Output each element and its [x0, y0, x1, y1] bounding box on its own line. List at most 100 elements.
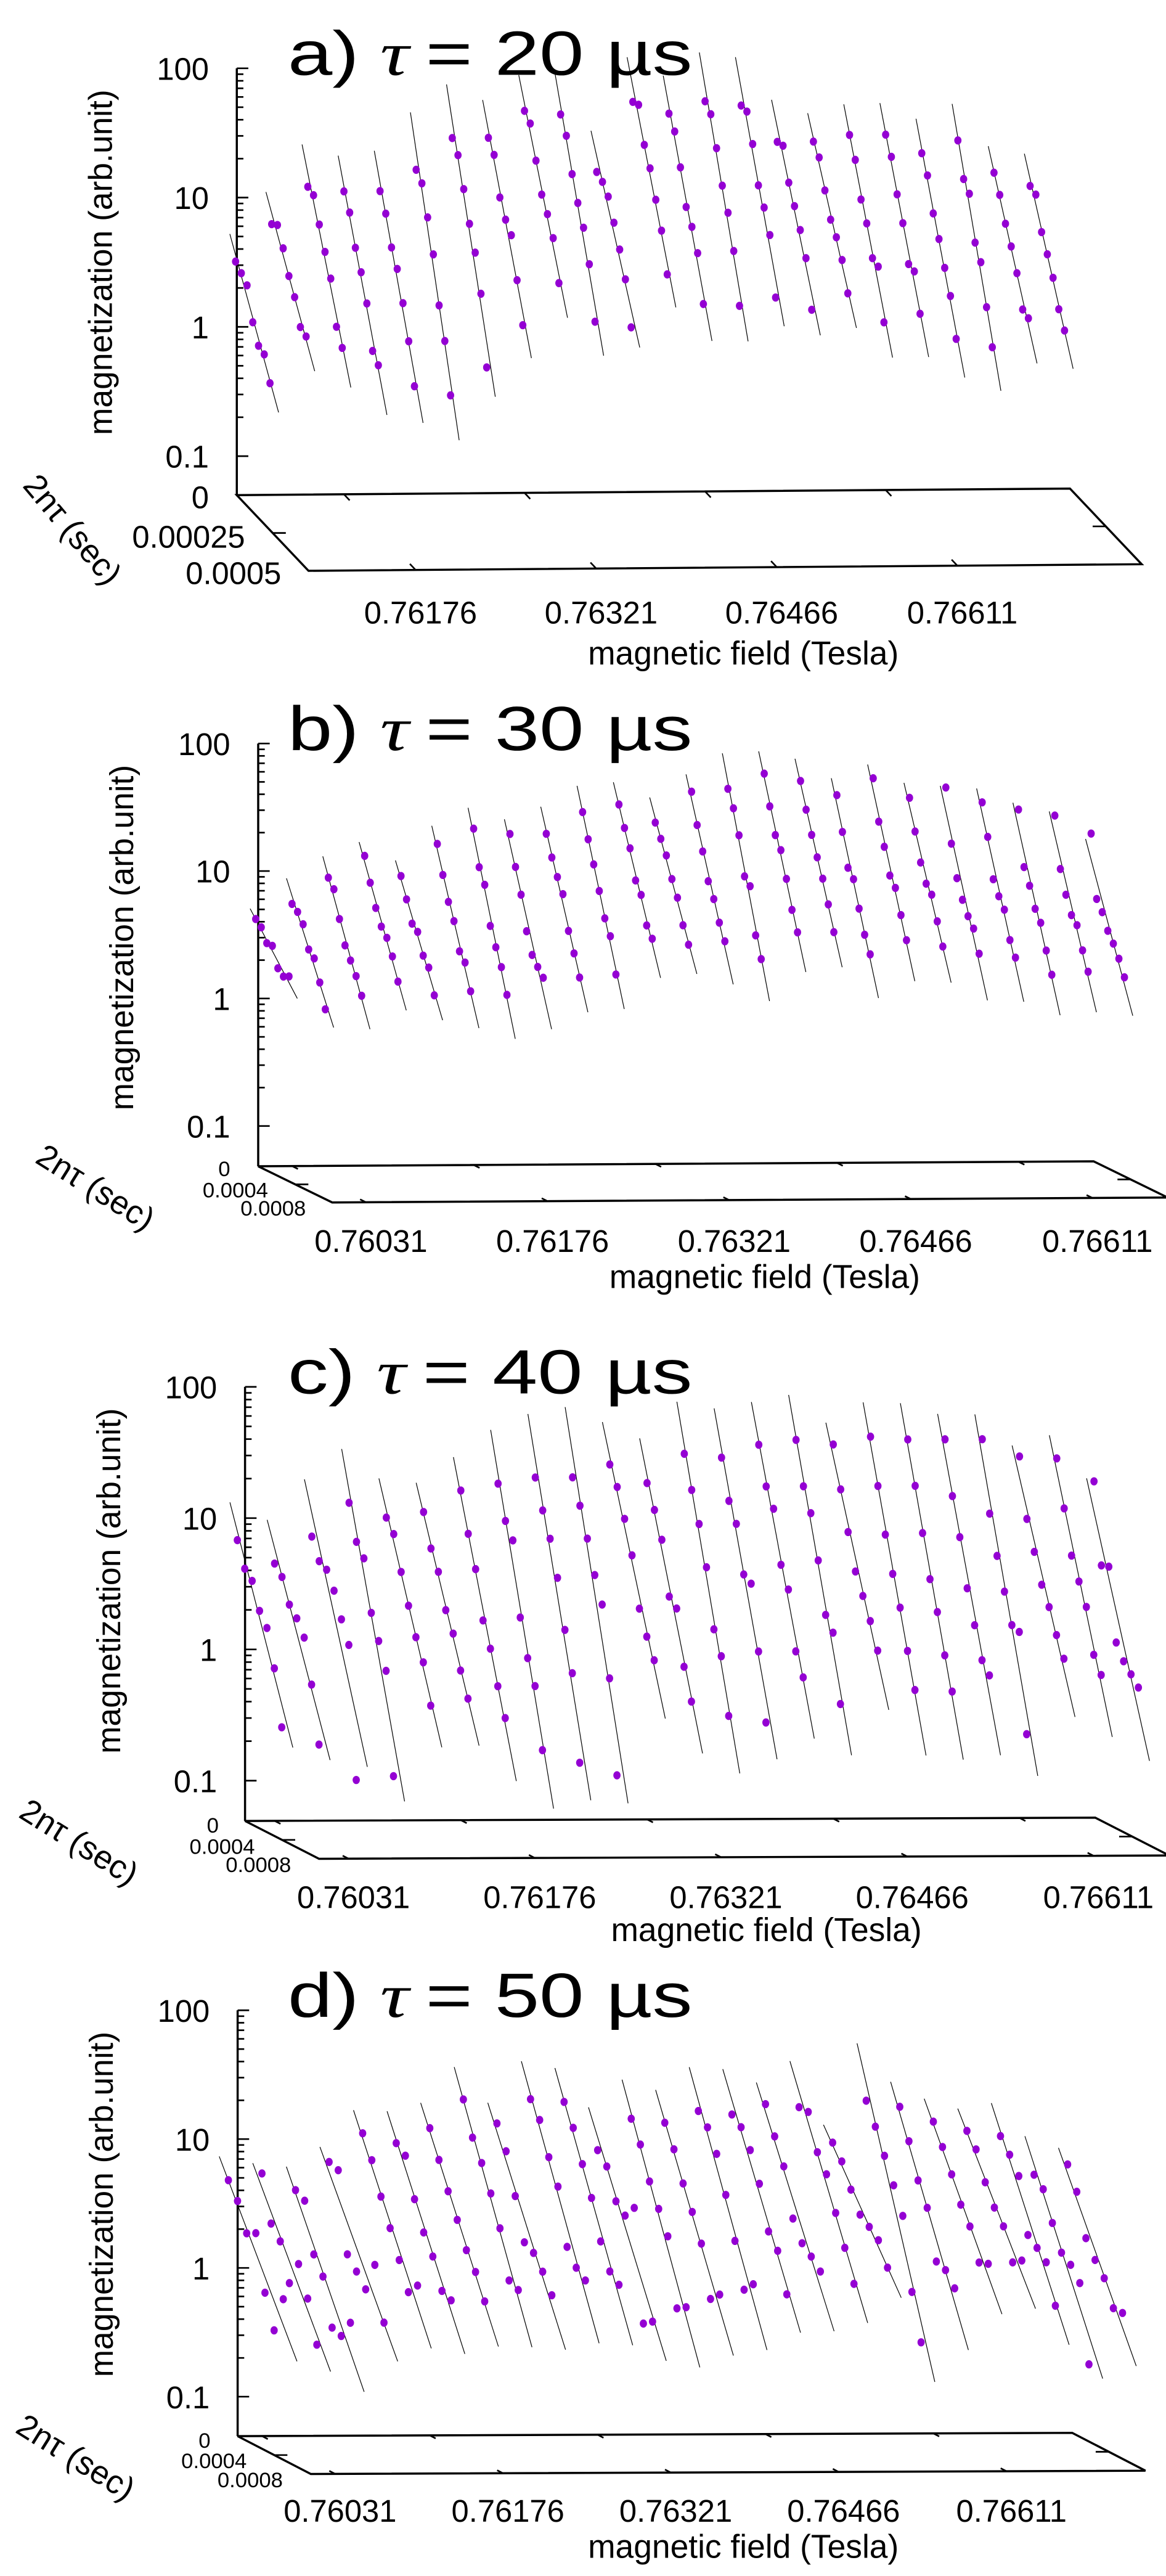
data-point [341, 941, 349, 950]
data-point [984, 2259, 992, 2268]
field-tick-front [359, 1198, 367, 1203]
data-point [353, 2267, 361, 2276]
data-point [703, 1563, 711, 1572]
field-tick-label: 0.76321 [545, 595, 658, 630]
data-point [539, 973, 547, 982]
data-point [838, 256, 846, 264]
data-point [896, 2103, 903, 2111]
data-point [606, 1460, 614, 1469]
fit-line [974, 1414, 1038, 1777]
data-point [1090, 1650, 1098, 1659]
data-point [870, 774, 877, 783]
field-tick-front [723, 1196, 730, 1201]
data-point [601, 914, 609, 923]
data-point [420, 2228, 428, 2237]
data-point [338, 1615, 345, 1624]
data-point [822, 1611, 830, 1619]
data-point [646, 2177, 653, 2186]
data-point [345, 1499, 353, 1507]
panel-title: c) τ = 40 µs [288, 1338, 692, 1407]
data-point [296, 322, 304, 332]
data-point [324, 873, 332, 882]
data-point [1115, 954, 1123, 963]
data-point [569, 2124, 577, 2132]
data-point [929, 2117, 937, 2126]
fit-lines [229, 1394, 1150, 1809]
data-point [402, 895, 410, 904]
data-point [796, 226, 804, 234]
field-tick-label: 0.76321 [619, 2493, 732, 2529]
data-point [815, 153, 823, 162]
data-point [549, 234, 557, 242]
data-point [736, 301, 743, 310]
data-point [932, 2257, 940, 2266]
data-point [916, 309, 924, 318]
fit-line [482, 100, 532, 359]
data-point [512, 862, 520, 872]
data-point [1006, 2150, 1014, 2159]
data-point [531, 1682, 539, 1690]
data-point [911, 1685, 919, 1695]
data-point [749, 2280, 757, 2289]
data-point [832, 2209, 839, 2217]
data-point [948, 1492, 956, 1500]
data-point [316, 1556, 323, 1566]
data-point [819, 874, 826, 883]
data-point [321, 247, 329, 256]
fit-line [676, 1401, 741, 1774]
data-point [285, 2279, 293, 2288]
panel-c: c) τ = 40 µs 100 10 1 0.1 magnetization (arb.un… [14, 1338, 1166, 1948]
data-point [917, 2338, 925, 2347]
data-point [774, 2246, 781, 2255]
data-point [1000, 906, 1008, 914]
title-prefix: b) [288, 694, 359, 764]
data-point [380, 2318, 388, 2327]
data-point [267, 2219, 275, 2228]
data-point [327, 274, 335, 283]
fit-line [825, 1422, 889, 1711]
data-point [972, 2145, 980, 2154]
field-tick-front [904, 1195, 911, 1200]
data-point [471, 2268, 479, 2276]
data-point [304, 945, 312, 954]
data-point [621, 275, 629, 284]
time-tick-label: 0.00025 [132, 520, 245, 555]
field-tick-label: 0.76466 [725, 595, 838, 630]
data-point [414, 928, 422, 936]
fit-line [915, 118, 966, 378]
data-point [844, 289, 852, 298]
data-point [580, 223, 587, 232]
fit-line [940, 785, 988, 1000]
data-point [1082, 2234, 1090, 2243]
data-point [792, 1436, 800, 1444]
title-prefix: c) [288, 1338, 356, 1407]
data-point [829, 1628, 837, 1637]
data-point [1006, 936, 1014, 944]
fit-line [857, 2043, 936, 2382]
data-point [861, 930, 868, 939]
data-point [1087, 829, 1095, 838]
data-point [1097, 1670, 1105, 1679]
data-point [553, 1573, 561, 1582]
data-point [310, 954, 318, 963]
data-point [345, 1640, 353, 1650]
data-point [610, 218, 618, 227]
data-point [293, 907, 301, 917]
data-point [838, 2157, 846, 2166]
data-point [621, 2211, 629, 2220]
field-tick-back [343, 493, 351, 501]
data-point [798, 2239, 806, 2247]
fit-line [304, 1479, 368, 1767]
data-point [517, 890, 525, 899]
data-point [747, 1579, 755, 1588]
z-tick-label: 1 [200, 1632, 217, 1667]
fit-line [937, 1413, 1001, 1756]
data-point [397, 872, 405, 880]
data-point [735, 831, 743, 840]
data-point [688, 2207, 696, 2217]
data-point [874, 2236, 883, 2244]
data-point [881, 843, 888, 851]
data-point [807, 1509, 815, 1518]
data-point [593, 2146, 601, 2154]
data-point [693, 820, 701, 830]
